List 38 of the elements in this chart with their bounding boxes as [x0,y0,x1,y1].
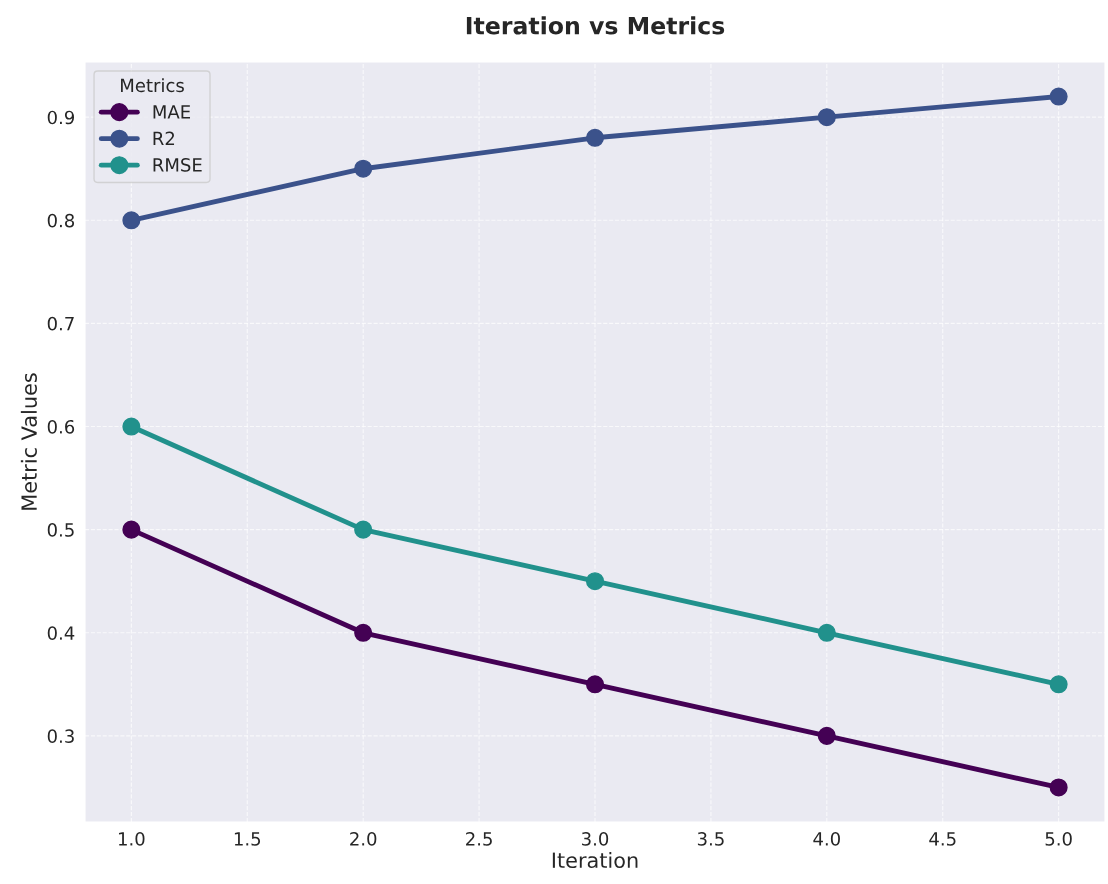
y-tick-label: 0.7 [47,316,74,331]
y-tick-label: 0.5 [47,523,74,537]
x-tick-label: 3.5 [697,832,724,846]
x-tick-label: 4.0 [813,832,840,846]
point [1049,675,1068,694]
point [817,108,836,127]
x-tick-label: 1.5 [234,832,261,846]
point [1049,87,1068,106]
y-axis-title: Metric Values [20,373,37,510]
point [585,675,605,694]
point [354,159,373,178]
legend-label: R2 [153,131,175,145]
point [354,520,373,539]
y-tick-label: 0.9 [47,110,75,125]
point [354,623,373,642]
y-tick-label: 0.4 [47,626,75,640]
x-tick-label: 2.0 [350,832,377,846]
point [585,572,605,591]
x-tick-label: 1.0 [118,832,145,846]
y-tick-label: 0.8 [47,213,75,228]
point [817,623,836,642]
point [817,726,836,745]
y-tick-label: 0.3 [47,729,74,744]
x-tick-label: 3.0 [582,832,609,846]
y-tick-label: 0.6 [47,419,75,434]
x-tick-label: 5.0 [1045,832,1072,846]
legend-label: RMSE [153,158,202,172]
legend-label: MAE [153,105,190,119]
chart-title: Iteration vs Metrics [466,16,725,35]
x-axis-title: Iteration [552,851,638,869]
point [122,520,141,539]
point [1049,778,1068,797]
point [122,417,141,436]
point [122,211,141,230]
x-tick-label: 2.5 [466,832,492,846]
x-tick-label: 4.5 [929,832,956,846]
point [585,128,605,147]
legend-title: Metrics [121,78,184,93]
